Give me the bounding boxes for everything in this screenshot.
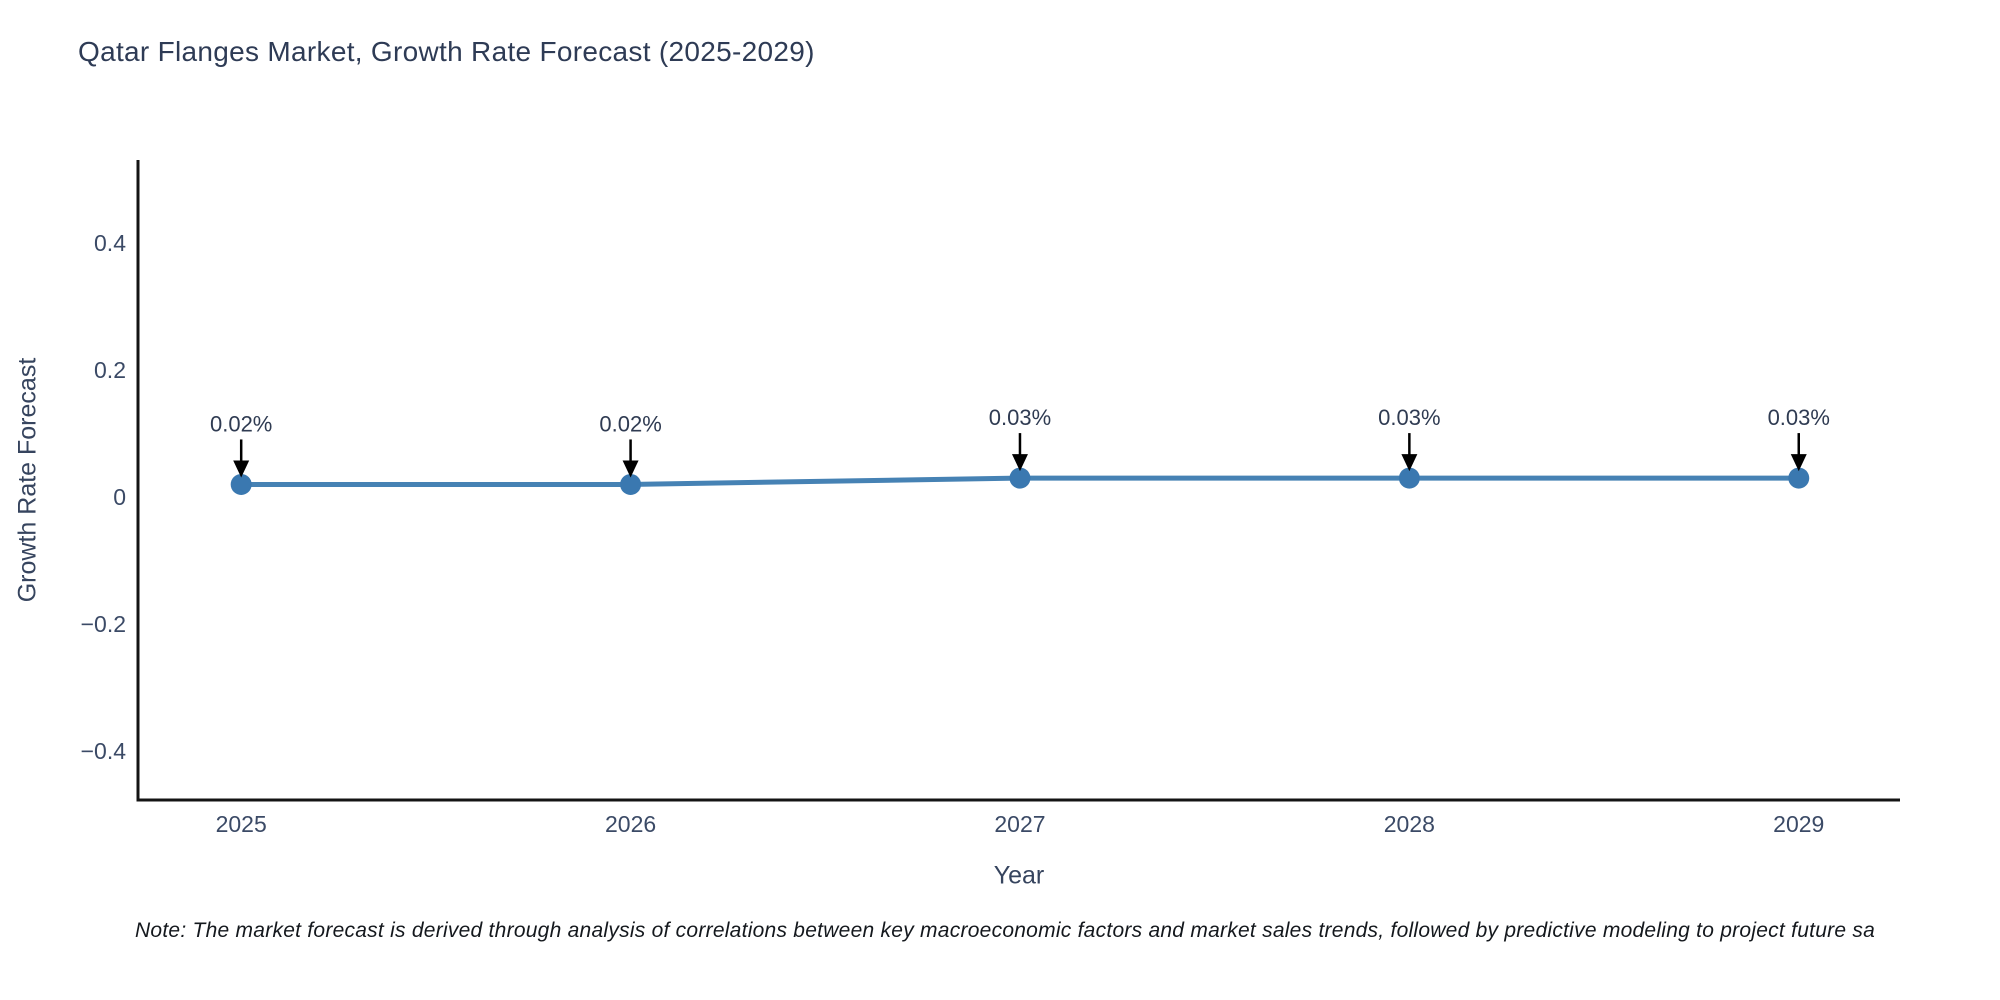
point-annotation-label: 0.03% <box>1378 405 1440 430</box>
annotation-arrowhead <box>233 460 250 478</box>
annotation-arrowhead <box>1011 454 1028 472</box>
point-annotation-label: 0.02% <box>599 411 661 436</box>
point-annotation-label: 0.02% <box>210 411 272 436</box>
annotations-layer: 0.02% 0.02% 0.03% 0.03% 0.03% <box>210 405 1830 478</box>
x-axis-title: Year <box>993 861 1045 890</box>
data-point-marker <box>1009 467 1031 489</box>
data-point-marker <box>1788 467 1810 489</box>
y-tick-label: 0 <box>113 484 126 510</box>
y-tick-label: −0.2 <box>81 611 126 637</box>
x-tick-label: 2028 <box>1384 811 1435 837</box>
data-point-marker <box>620 473 642 495</box>
point-annotation-label: 0.03% <box>1768 405 1830 430</box>
annotation-arrowhead <box>1790 454 1807 472</box>
tick-labels-layer: 0.4 0.2 0 −0.2 −0.4 2025 2026 2027 2028 2029 <box>81 230 1825 837</box>
y-tick-label: −0.4 <box>81 738 127 764</box>
x-tick-label: 2027 <box>994 811 1045 837</box>
y-tick-label: 0.4 <box>94 230 126 256</box>
x-tick-label: 2029 <box>1773 811 1824 837</box>
axes-layer <box>136 160 1900 802</box>
footnote: Note: The market forecast is derived thr… <box>135 919 1876 942</box>
annotation-arrowhead <box>1401 454 1418 472</box>
x-tick-label: 2026 <box>605 811 656 837</box>
y-axis-title: Growth Rate Forecast <box>13 357 42 603</box>
x-tick-label: 2025 <box>216 811 267 837</box>
y-tick-label: 0.2 <box>94 357 126 383</box>
series-layer <box>230 467 1810 495</box>
point-annotation-label: 0.03% <box>989 405 1051 430</box>
data-point-marker <box>1398 467 1420 489</box>
data-point-marker <box>230 473 252 495</box>
annotation-arrowhead <box>622 460 639 478</box>
chart-title: Qatar Flanges Market, Growth Rate Foreca… <box>78 36 815 67</box>
